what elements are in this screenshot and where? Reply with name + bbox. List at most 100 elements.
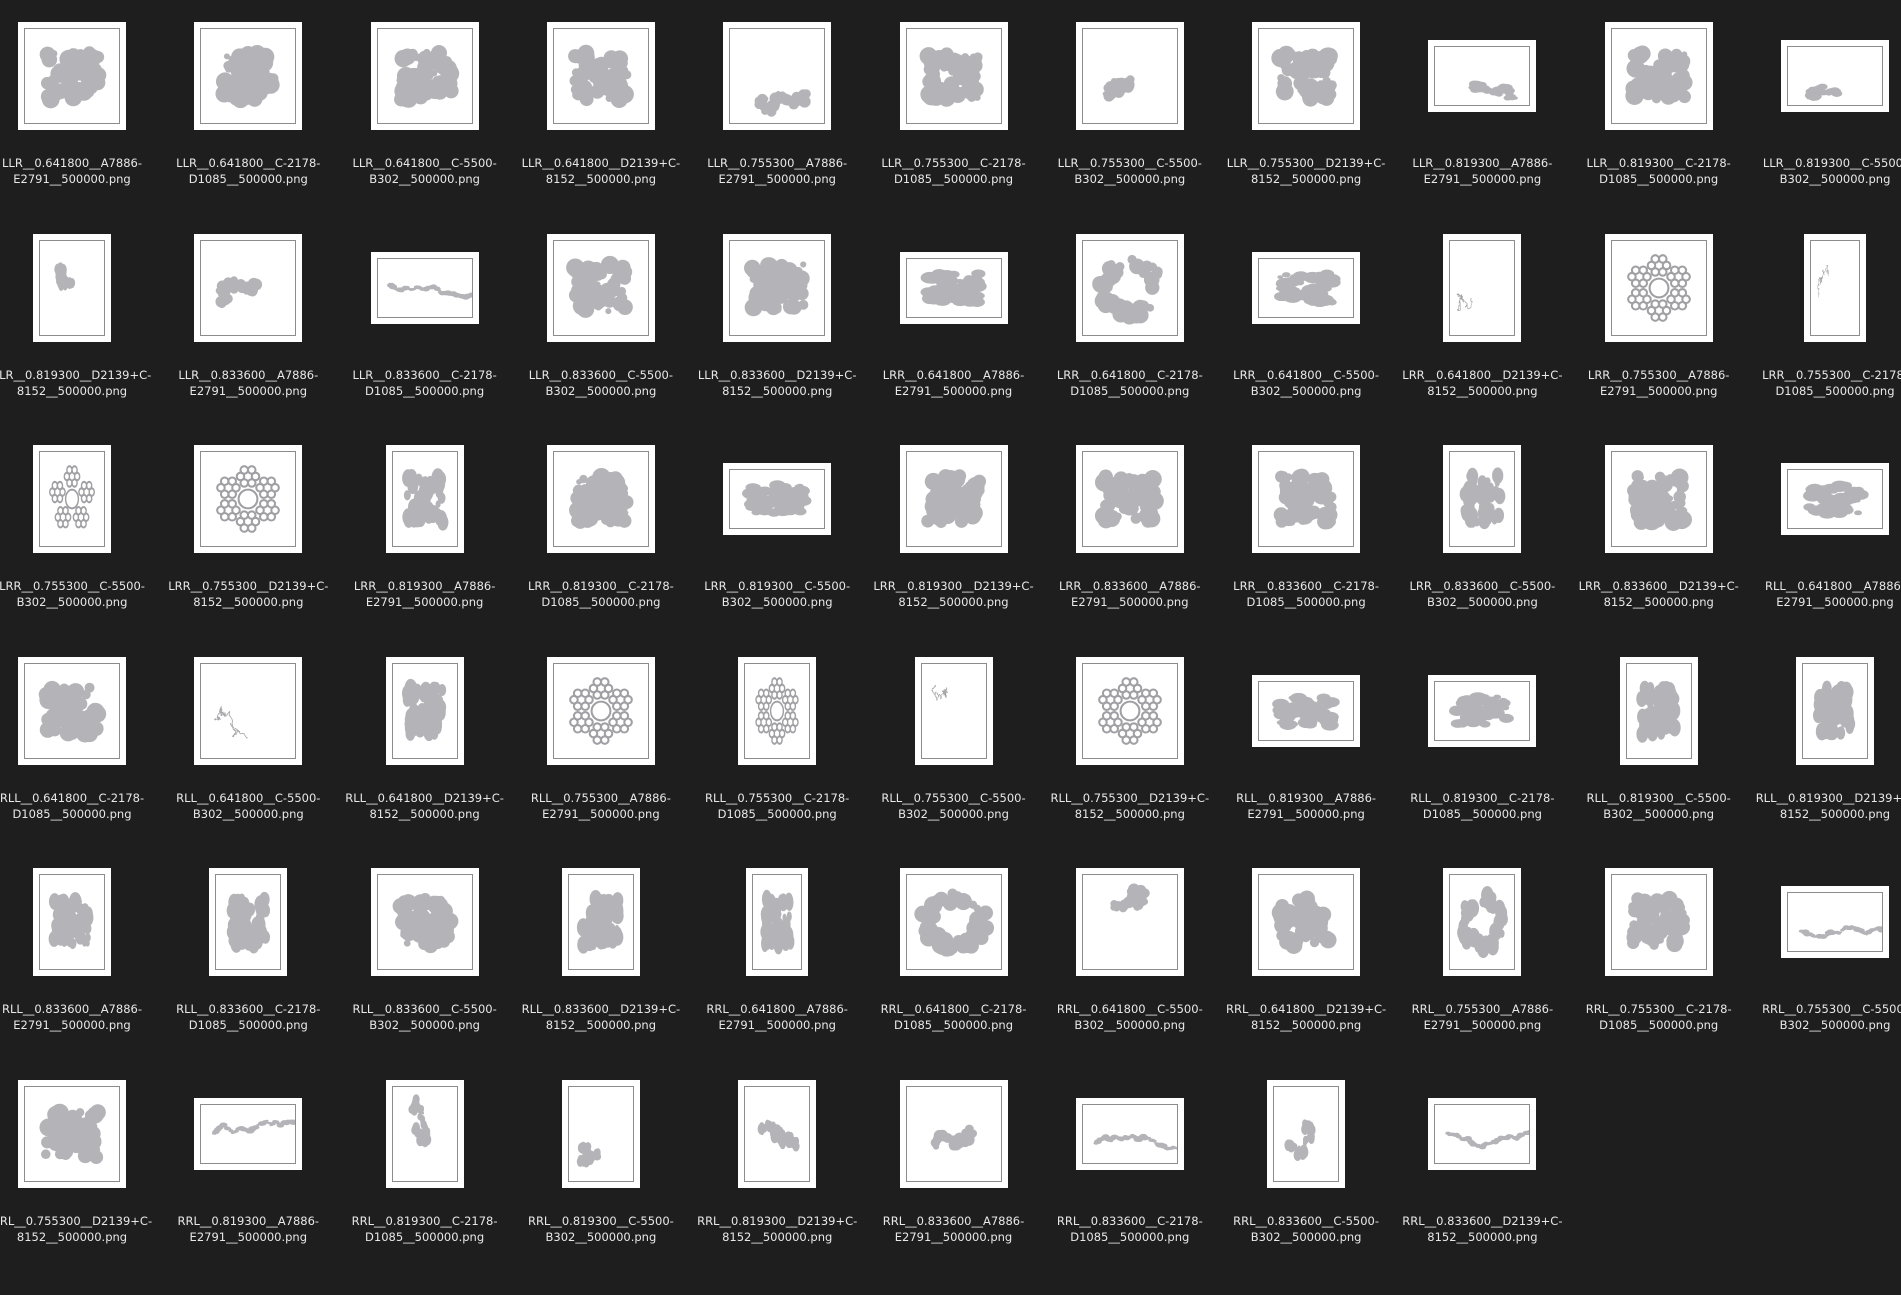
file-item[interactable]: LRR__0.819300__D2139+C- 8152__500000.png bbox=[867, 425, 1040, 636]
file-item[interactable]: RLL__0.755300__A7886- E2791__500000.png bbox=[514, 637, 687, 848]
file-item[interactable]: LLR__0.755300__D2139+C- 8152__500000.png bbox=[1220, 2, 1393, 213]
fractal-image-icon[interactable] bbox=[1075, 233, 1184, 342]
fractal-image-icon[interactable] bbox=[385, 656, 464, 765]
file-item[interactable]: LLR__0.819300__D2139+C- 8152__500000.png bbox=[0, 214, 159, 425]
fractal-image-icon[interactable] bbox=[370, 251, 479, 324]
file-item[interactable]: LRR__0.755300__A7886- E2791__500000.png bbox=[1572, 214, 1745, 425]
fractal-image-icon[interactable] bbox=[1252, 22, 1361, 130]
fractal-image-icon[interactable] bbox=[1075, 656, 1184, 765]
fractal-image-icon[interactable] bbox=[18, 1079, 126, 1188]
fractal-image-icon[interactable] bbox=[738, 656, 817, 765]
fractal-image-icon[interactable] bbox=[194, 656, 303, 765]
fractal-image-icon[interactable] bbox=[1619, 656, 1698, 765]
file-item[interactable]: RLL__0.755300__D2139+C- 8152__500000.png bbox=[1043, 637, 1216, 848]
file-item[interactable]: RRL__0.819300__D2139+C- 8152__500000.png bbox=[691, 1060, 864, 1271]
file-item[interactable]: LLR__0.641800__C-5500- B302__500000.png bbox=[338, 2, 511, 213]
fractal-image-icon[interactable] bbox=[546, 22, 655, 130]
fractal-image-icon[interactable] bbox=[1443, 233, 1522, 342]
file-item[interactable]: LLR__0.819300__C-5500- B302__500000.png bbox=[1749, 2, 1901, 213]
fractal-image-icon[interactable] bbox=[33, 868, 111, 976]
file-item[interactable]: LRR__0.755300__C-2178- D1085__500000.png bbox=[1749, 214, 1901, 425]
file-item[interactable]: RLL__0.819300__D2139+C- 8152__500000.png bbox=[1749, 637, 1901, 848]
file-item[interactable]: LLR__0.755300__C-2178- D1085__500000.png bbox=[867, 2, 1040, 213]
file-item[interactable]: RLL__0.641800__D2139+C- 8152__500000.png bbox=[338, 637, 511, 848]
fractal-image-icon[interactable] bbox=[1428, 1097, 1537, 1170]
fractal-image-icon[interactable] bbox=[746, 868, 809, 976]
file-item[interactable]: LLR__0.833600__D2139+C- 8152__500000.png bbox=[691, 214, 864, 425]
file-item[interactable]: LLR__0.755300__A7886- E2791__500000.png bbox=[691, 2, 864, 213]
fractal-image-icon[interactable] bbox=[1428, 40, 1537, 112]
file-item[interactable]: LLR__0.819300__C-2178- D1085__500000.png bbox=[1572, 2, 1745, 213]
file-item[interactable]: LRR__0.833600__A7886- E2791__500000.png bbox=[1043, 425, 1216, 636]
file-item[interactable]: RLL__0.819300__C-2178- D1085__500000.png bbox=[1396, 637, 1569, 848]
file-item[interactable]: RRL__0.755300__C-2178- D1085__500000.png bbox=[1572, 848, 1745, 1059]
fractal-image-icon[interactable] bbox=[18, 656, 126, 765]
fractal-image-icon[interactable] bbox=[194, 445, 303, 553]
file-item[interactable]: LLR__0.833600__C-5500- B302__500000.png bbox=[514, 214, 687, 425]
file-item[interactable]: LRR__0.819300__C-5500- B302__500000.png bbox=[691, 425, 864, 636]
file-item[interactable]: LRR__0.819300__C-2178- D1085__500000.png bbox=[514, 425, 687, 636]
file-item[interactable]: RRL__0.641800__C-5500- B302__500000.png bbox=[1043, 848, 1216, 1059]
fractal-image-icon[interactable] bbox=[194, 233, 303, 342]
file-item[interactable]: LLR__0.833600__A7886- E2791__500000.png bbox=[162, 214, 335, 425]
file-item[interactable]: LRR__0.641800__C-5500- B302__500000.png bbox=[1220, 214, 1393, 425]
fractal-image-icon[interactable] bbox=[914, 656, 993, 765]
fractal-image-icon[interactable] bbox=[33, 233, 111, 342]
file-item[interactable]: LRR__0.641800__C-2178- D1085__500000.png bbox=[1043, 214, 1216, 425]
file-item[interactable]: RLL__0.819300__C-5500- B302__500000.png bbox=[1572, 637, 1745, 848]
fractal-image-icon[interactable] bbox=[1252, 445, 1361, 553]
fractal-image-icon[interactable] bbox=[1252, 674, 1361, 747]
fractal-image-icon[interactable] bbox=[1252, 868, 1361, 976]
fractal-image-icon[interactable] bbox=[1604, 868, 1713, 976]
file-item[interactable]: LLR__0.641800__A7886- E2791__500000.png bbox=[0, 2, 159, 213]
file-item[interactable]: RRL__0.833600__C-5500- B302__500000.png bbox=[1220, 1060, 1393, 1271]
file-item[interactable]: RRL__0.755300__A7886- E2791__500000.png bbox=[1396, 848, 1569, 1059]
fractal-image-icon[interactable] bbox=[194, 22, 303, 130]
file-item[interactable]: RLL__0.641800__C-5500- B302__500000.png bbox=[162, 637, 335, 848]
fractal-image-icon[interactable] bbox=[1075, 1097, 1184, 1170]
fractal-image-icon[interactable] bbox=[1443, 445, 1522, 553]
file-item[interactable]: LRR__0.755300__D2139+C- 8152__500000.png bbox=[162, 425, 335, 636]
fractal-image-icon[interactable] bbox=[1804, 233, 1866, 342]
file-item[interactable]: LRR__0.755300__C-5500- B302__500000.png bbox=[0, 425, 159, 636]
fractal-image-icon[interactable] bbox=[899, 1079, 1008, 1188]
fractal-image-icon[interactable] bbox=[738, 1079, 817, 1188]
file-item[interactable]: RRL__0.755300__C-5500- B302__500000.png bbox=[1749, 848, 1901, 1059]
file-item[interactable]: LRR__0.819300__A7886- E2791__500000.png bbox=[338, 425, 511, 636]
file-item[interactable]: RRL__0.833600__D2139+C- 8152__500000.png bbox=[1396, 1060, 1569, 1271]
fractal-image-icon[interactable] bbox=[1428, 674, 1537, 747]
file-item[interactable]: RLL__0.833600__D2139+C- 8152__500000.png bbox=[514, 848, 687, 1059]
fractal-image-icon[interactable] bbox=[1796, 656, 1874, 765]
fractal-image-icon[interactable] bbox=[385, 1079, 464, 1188]
file-item[interactable]: RRL__0.819300__C-5500- B302__500000.png bbox=[514, 1060, 687, 1271]
file-item[interactable]: LLR__0.641800__C-2178- D1085__500000.png bbox=[162, 2, 335, 213]
fractal-image-icon[interactable] bbox=[899, 22, 1008, 130]
file-item[interactable]: LLR__0.819300__A7886- E2791__500000.png bbox=[1396, 2, 1569, 213]
file-item[interactable]: RRL__0.641800__A7886- E2791__500000.png bbox=[691, 848, 864, 1059]
fractal-image-icon[interactable] bbox=[1604, 445, 1713, 553]
file-item[interactable]: RRL__0.755300__D2139+C- 8152__500000.png bbox=[0, 1060, 159, 1271]
file-item[interactable]: RLL__0.755300__C-2178- D1085__500000.png bbox=[691, 637, 864, 848]
file-item[interactable]: LLR__0.755300__C-5500- B302__500000.png bbox=[1043, 2, 1216, 213]
fractal-image-icon[interactable] bbox=[1604, 22, 1713, 130]
fractal-image-icon[interactable] bbox=[723, 233, 832, 342]
file-item[interactable]: LLR__0.641800__D2139+C- 8152__500000.png bbox=[514, 2, 687, 213]
fractal-image-icon[interactable] bbox=[1075, 868, 1184, 976]
fractal-image-icon[interactable] bbox=[546, 233, 655, 342]
file-item[interactable]: LRR__0.833600__D2139+C- 8152__500000.png bbox=[1572, 425, 1745, 636]
fractal-image-icon[interactable] bbox=[546, 445, 655, 553]
file-item[interactable]: RRL__0.819300__C-2178- D1085__500000.png bbox=[338, 1060, 511, 1271]
file-item[interactable]: RLL__0.833600__C-5500- B302__500000.png bbox=[338, 848, 511, 1059]
file-item[interactable]: LRR__0.641800__A7886- E2791__500000.png bbox=[867, 214, 1040, 425]
fractal-image-icon[interactable] bbox=[723, 463, 832, 535]
fractal-image-icon[interactable] bbox=[1781, 463, 1889, 535]
fractal-image-icon[interactable] bbox=[194, 1097, 303, 1170]
fractal-image-icon[interactable] bbox=[1075, 22, 1184, 130]
fractal-image-icon[interactable] bbox=[1604, 233, 1713, 342]
file-item[interactable]: LRR__0.641800__D2139+C- 8152__500000.png bbox=[1396, 214, 1569, 425]
file-item[interactable]: RLL__0.833600__C-2178- D1085__500000.png bbox=[162, 848, 335, 1059]
fractal-image-icon[interactable] bbox=[723, 22, 832, 130]
fractal-image-icon[interactable] bbox=[561, 1079, 640, 1188]
file-item[interactable]: RRL__0.833600__A7886- E2791__500000.png bbox=[867, 1060, 1040, 1271]
fractal-image-icon[interactable] bbox=[385, 445, 464, 553]
